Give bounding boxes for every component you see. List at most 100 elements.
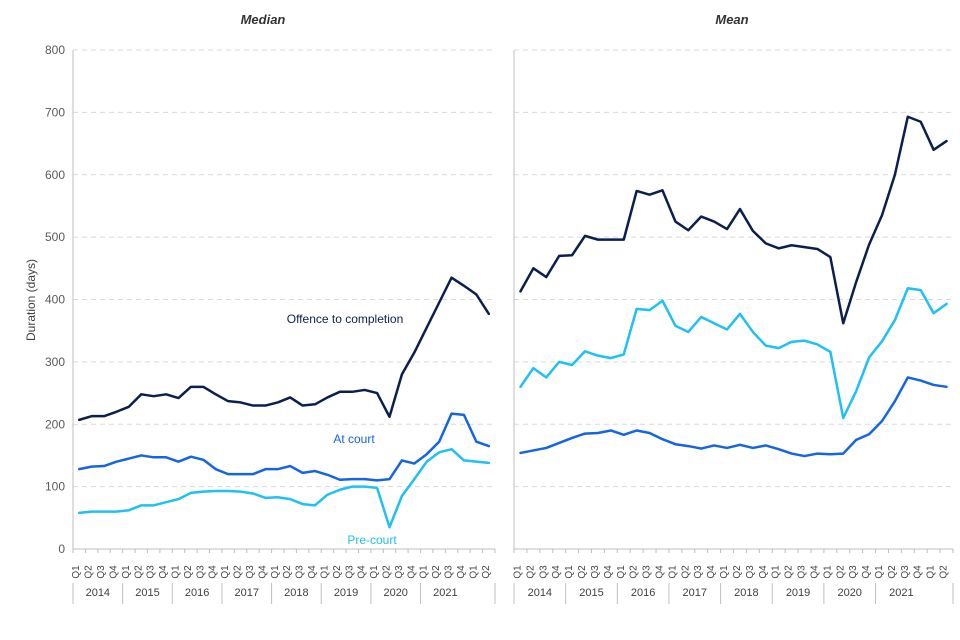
panel-1-x-tick-label-3: Q4 xyxy=(551,565,562,579)
panel-1-x-tick-label-16: Q1 xyxy=(719,565,730,579)
panel-1-x-tick-label-31: Q4 xyxy=(913,565,924,579)
panel-0-year-label-2014: 2014 xyxy=(86,587,110,599)
panel-1-year-label-2020: 2020 xyxy=(837,587,861,599)
panel-1-x-tick-label-11: Q4 xyxy=(654,565,665,579)
panel-1-series-at-court xyxy=(519,376,948,458)
y-tick-label-500: 500 xyxy=(45,230,65,244)
panel-0-x-tick-label-15: Q4 xyxy=(257,565,268,579)
panel-1-x-tick-label-17: Q2 xyxy=(732,565,743,579)
panel-1-x-tick-label-22: Q3 xyxy=(797,565,808,579)
panel-0-x-tick-label-25: Q2 xyxy=(382,565,393,579)
panel-0-x-tick-label-13: Q2 xyxy=(233,565,244,579)
panel-0-year-label-2019: 2019 xyxy=(334,587,358,599)
panel-1-x-tick-label-9: Q2 xyxy=(629,565,640,579)
panel-0-x-tick-label-23: Q4 xyxy=(357,565,368,579)
panel-1-x-tick-label-28: Q1 xyxy=(874,565,885,579)
panel-0-year-label-2018: 2018 xyxy=(284,587,308,599)
panel-0-x-tick-label-9: Q2 xyxy=(183,565,194,579)
panel-0-year-label-2021: 2021 xyxy=(433,587,457,599)
panel-1-x-tick-label-27: Q4 xyxy=(861,565,872,579)
panel-1-x-tick-label-19: Q4 xyxy=(758,565,769,579)
panel-1-x-tick-label-14: Q3 xyxy=(693,565,704,579)
panel-1-x-tick-label-1: Q2 xyxy=(525,565,536,579)
panel-1-year-label-2021: 2021 xyxy=(889,587,913,599)
panel-0-x-tick-label-33: Q2 xyxy=(481,565,492,579)
panel-0-x-tick-label-4: Q1 xyxy=(121,565,132,579)
panel-1-series-pre-court xyxy=(519,287,948,420)
panel-0-x-tick-label-22: Q3 xyxy=(344,565,355,579)
panel-0-x-tick-label-26: Q3 xyxy=(394,565,405,579)
panel-1-year-label-2017: 2017 xyxy=(683,587,707,599)
panel-1-x-tick-label-24: Q1 xyxy=(822,565,833,579)
panel-1-x-tick-label-30: Q3 xyxy=(900,565,911,579)
panel-0-x-tick-label-18: Q3 xyxy=(295,565,306,579)
panel-1-x-tick-label-20: Q1 xyxy=(771,565,782,579)
panel-0-x-tick-label-29: Q2 xyxy=(431,565,442,579)
panel-0-x-tick-label-7: Q4 xyxy=(158,565,169,579)
panel-0-x-tick-label-3: Q4 xyxy=(108,565,119,579)
panel-0-title: Median xyxy=(241,12,286,27)
panel-0-x-tick-label-32: Q1 xyxy=(468,565,479,579)
y-tick-label-700: 700 xyxy=(45,105,65,119)
panel-1-x-tick-label-23: Q4 xyxy=(809,565,820,579)
panel-0-series-pre-court xyxy=(77,447,491,529)
panel-0-x-tick-label-12: Q1 xyxy=(220,565,231,579)
panel-1-series-offence-to-completion xyxy=(519,115,948,325)
panel-1-x-tick-label-29: Q2 xyxy=(887,565,898,579)
panel-1-x-tick-label-12: Q1 xyxy=(667,565,678,579)
panel-1-x-tick-label-4: Q1 xyxy=(564,565,575,579)
panel-0-x-tick-label-21: Q2 xyxy=(332,565,343,579)
panel-1-year-label-2016: 2016 xyxy=(631,587,655,599)
panel-0-annotation-pre-court: Pre-court xyxy=(347,533,397,547)
panel-0-x-tick-label-14: Q3 xyxy=(245,565,256,579)
panel-1-year-label-2014: 2014 xyxy=(528,587,552,599)
panel-0-year-label-2015: 2015 xyxy=(135,587,159,599)
y-tick-label-400: 400 xyxy=(45,293,65,307)
panel-0-series-at-court xyxy=(77,412,491,482)
panel-0-x-tick-label-11: Q4 xyxy=(208,565,219,579)
panel-1-year-label-2018: 2018 xyxy=(734,587,758,599)
panel-0-annotation-at-court: At court xyxy=(333,432,375,446)
panel-1-x-tick-label-13: Q2 xyxy=(680,565,691,579)
panel-0-year-label-2020: 2020 xyxy=(383,587,407,599)
panel-0-x-tick-label-0: Q1 xyxy=(71,565,82,579)
y-tick-label-600: 600 xyxy=(45,168,65,182)
panel-1-title: Mean xyxy=(715,12,748,27)
panel-1-x-tick-label-0: Q1 xyxy=(512,565,523,579)
y-tick-label-800: 800 xyxy=(45,43,65,57)
y-tick-label-0: 0 xyxy=(58,542,65,556)
panel-0-x-tick-label-17: Q2 xyxy=(282,565,293,579)
panel-1-x-tick-label-32: Q1 xyxy=(926,565,937,579)
panel-1-x-tick-label-21: Q2 xyxy=(784,565,795,579)
panel-0-x-tick-label-2: Q3 xyxy=(96,565,107,579)
panel-1-x-tick-label-6: Q3 xyxy=(590,565,601,579)
y-tick-label-200: 200 xyxy=(45,417,65,431)
panel-0-x-tick-label-27: Q4 xyxy=(406,565,417,579)
panel-0-x-tick-label-8: Q1 xyxy=(171,565,182,579)
panel-1-year-label-2015: 2015 xyxy=(579,587,603,599)
y-tick-label-300: 300 xyxy=(45,355,65,369)
panel-0-x-tick-label-24: Q1 xyxy=(369,565,380,579)
panel-0-x-tick-label-5: Q2 xyxy=(133,565,144,579)
panel-1-x-tick-label-10: Q3 xyxy=(642,565,653,579)
panel-0-x-tick-label-30: Q3 xyxy=(444,565,455,579)
panel-1-x-tick-label-7: Q4 xyxy=(603,565,614,579)
panel-0-x-tick-label-10: Q3 xyxy=(195,565,206,579)
y-axis-label: Duration (days) xyxy=(24,259,38,341)
panel-1-x-tick-label-2: Q3 xyxy=(538,565,549,579)
panel-0-x-tick-label-1: Q2 xyxy=(84,565,95,579)
panel-1-x-tick-label-26: Q3 xyxy=(848,565,859,579)
y-tick-label-100: 100 xyxy=(45,480,65,494)
panel-0-x-tick-label-28: Q1 xyxy=(419,565,430,579)
panel-1-year-label-2019: 2019 xyxy=(786,587,810,599)
panel-1-x-tick-label-33: Q2 xyxy=(939,565,950,579)
panel-0-year-label-2017: 2017 xyxy=(235,587,259,599)
panel-0-x-tick-label-20: Q1 xyxy=(319,565,330,579)
panel-1-x-tick-label-5: Q2 xyxy=(577,565,588,579)
panel-0-x-tick-label-31: Q4 xyxy=(456,565,467,579)
panel-0-x-tick-label-19: Q4 xyxy=(307,565,318,579)
panel-1-x-tick-label-25: Q2 xyxy=(835,565,846,579)
panel-0-x-tick-label-6: Q3 xyxy=(146,565,157,579)
panel-1-x-tick-label-18: Q3 xyxy=(745,565,756,579)
